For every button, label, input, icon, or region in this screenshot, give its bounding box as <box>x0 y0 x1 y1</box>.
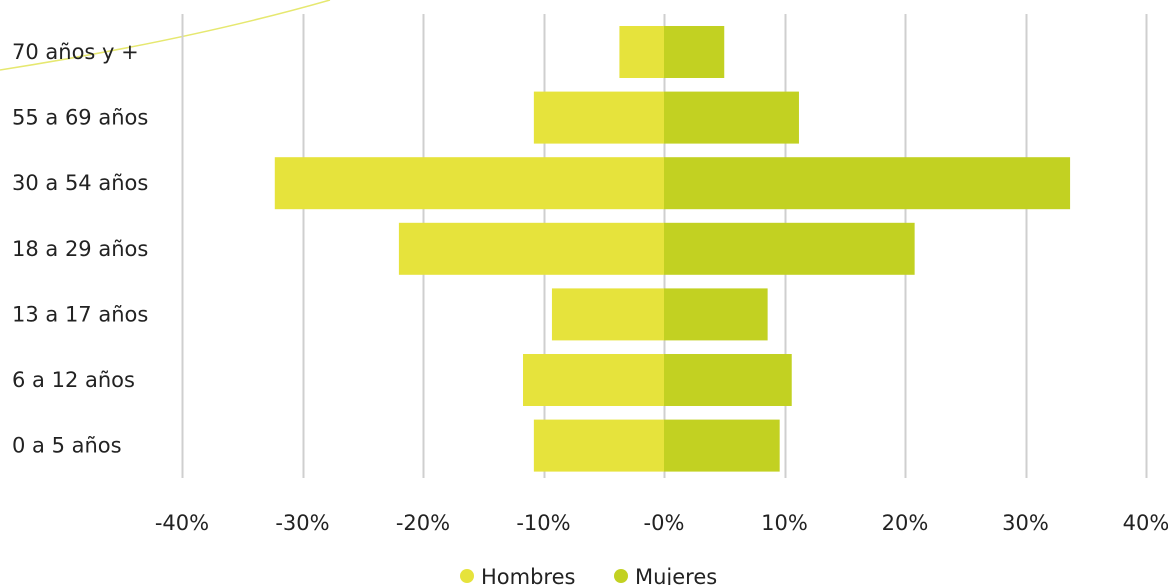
bar-mujeres <box>664 157 1071 210</box>
category-label: 6 a 12 años <box>12 368 135 392</box>
bar-mujeres <box>664 26 725 78</box>
x-tick-label: 30% <box>1002 511 1049 535</box>
category-label: 55 a 69 años <box>12 106 148 130</box>
x-tick-label: -30% <box>275 511 329 535</box>
bar-mujeres <box>664 419 780 472</box>
x-tick-label: 40% <box>1123 511 1168 535</box>
x-tick-label: 10% <box>761 511 808 535</box>
legend-swatch-mujeres <box>614 569 628 583</box>
category-label: 18 a 29 años <box>12 237 148 261</box>
x-tick-label: -40% <box>155 511 209 535</box>
bar-mujeres <box>664 222 915 275</box>
legend-label-mujeres: Mujeres <box>635 565 717 585</box>
category-labels: 70 años y + 55 a 69 años 30 a 54 años 18 a … <box>12 40 148 458</box>
x-tick-label: -0% <box>644 511 685 535</box>
decorative-curve <box>0 0 331 71</box>
bar-hombres <box>533 419 664 472</box>
bar-hombres <box>398 222 664 275</box>
bar-mujeres <box>664 354 792 406</box>
x-tick-label: 20% <box>882 511 929 535</box>
bar-hombres <box>619 26 664 78</box>
category-label: 0 a 5 años <box>12 434 122 458</box>
bar-mujeres <box>664 91 799 144</box>
category-label: 70 años y + <box>12 40 139 64</box>
bar-hombres <box>523 354 664 406</box>
x-tick-label: -20% <box>396 511 450 535</box>
x-tick-label: -10% <box>516 511 570 535</box>
bar-hombres <box>533 91 664 144</box>
legend: Hombres Mujeres <box>460 565 717 585</box>
bar-hombres <box>551 288 664 341</box>
bar-mujeres <box>664 288 768 341</box>
legend-label-hombres: Hombres <box>481 565 575 585</box>
category-label: 30 a 54 años <box>12 171 148 195</box>
x-axis-tick-labels: -40% -30% -20% -10% -0% 10% 20% 30% 40% <box>155 511 1168 535</box>
bars <box>274 26 1071 472</box>
bar-hombres <box>274 157 664 210</box>
legend-swatch-hombres <box>460 569 474 583</box>
category-label: 13 a 17 años <box>12 302 148 326</box>
